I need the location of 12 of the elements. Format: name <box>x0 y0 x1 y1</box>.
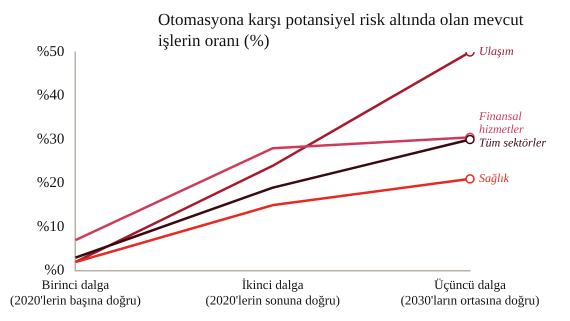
y-tick-label: %20 <box>36 175 64 192</box>
y-tick-label: %0 <box>44 262 64 279</box>
x-tick-label: Birinci dalga (2020'lerin başına doğru) <box>10 277 141 308</box>
x-tick-label: İkinci dalga (2020'lerin sonuna doğru) <box>205 277 340 308</box>
series-label: Sağlık <box>479 171 510 186</box>
y-tick-label: %50 <box>36 44 64 60</box>
series-label: Finansal hizmetler <box>478 108 524 136</box>
y-tick-label: %30 <box>36 131 64 148</box>
series-label: Tüm sektörler <box>479 136 546 150</box>
y-tick-label: %10 <box>36 218 64 235</box>
y-tick-label: %40 <box>36 88 64 104</box>
x-tick-label: Üçüncü dalga (2030'ların ortasına doğru) <box>400 277 540 308</box>
